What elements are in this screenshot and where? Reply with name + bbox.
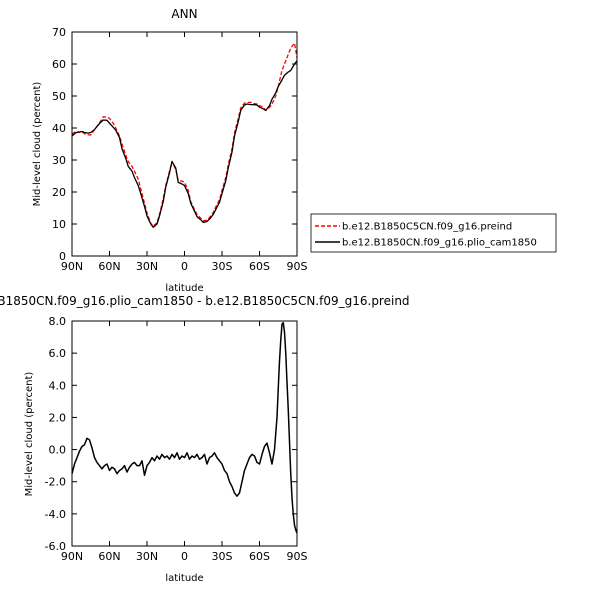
top-y-axis: 0 10 20 30 40 50 60 70 <box>52 26 297 263</box>
bottom-y-axis: -6.0 -4.0 -2.0 0.0 2.0 4.0 6.0 8.0 <box>45 315 297 553</box>
bottom-chart: b.e12.B1850CN.f09_g16.plio_cam1850 - b.e… <box>0 294 410 584</box>
bottom-x-tick-label: 60N <box>98 550 120 563</box>
top-y-tick-label: 70 <box>52 26 66 39</box>
bottom-chart-title: b.e12.B1850CN.f09_g16.plio_cam1850 - b.e… <box>0 294 410 308</box>
top-series-line-1 <box>71 42 298 227</box>
bottom-y-tick-label: 8.0 <box>49 315 67 328</box>
bottom-y-tick-label: 6.0 <box>49 347 67 360</box>
legend: b.e12.B1850C5CN.f09_g16.preind b.e12.B18… <box>310 213 557 253</box>
bottom-x-tick-label: 60S <box>249 550 270 563</box>
top-y-tick-label: 30 <box>52 154 66 167</box>
top-plot-frame <box>71 31 298 257</box>
bottom-lines <box>71 321 298 534</box>
bottom-x-tick-label: 0 <box>181 550 188 563</box>
bottom-y-tick-label: -4.0 <box>45 508 66 521</box>
top-x-tick-label: 60N <box>98 260 120 273</box>
top-y-axis-label: Mid-level cloud (percent) <box>32 82 43 207</box>
top-y-tick-label: 50 <box>52 90 66 103</box>
top-x-tick-label: 90N <box>61 260 83 273</box>
top-y-tick-label: 0 <box>59 250 66 263</box>
bottom-x-tick-label: 30S <box>212 550 233 563</box>
top-series-line-2 <box>71 60 298 228</box>
legend-label-plio: b.e12.B1850CN.f09_g16.plio_cam1850 <box>342 238 537 249</box>
bottom-x-axis-label: latitude <box>165 573 203 584</box>
bottom-y-tick-label: -2.0 <box>45 476 66 489</box>
bottom-x-tick-label: 90S <box>287 550 308 563</box>
legend-box <box>310 213 557 253</box>
bottom-y-tick-label: 4.0 <box>49 379 67 392</box>
bottom-series-line-1 <box>71 321 298 534</box>
top-chart-title: ANN <box>171 7 197 21</box>
top-y-tick-label: 20 <box>52 186 66 199</box>
top-y-tick-label: 40 <box>52 122 66 135</box>
bottom-y-tick-label: 0.0 <box>49 444 67 457</box>
top-x-axis-label: latitude <box>165 283 203 294</box>
bottom-x-axis: 90N 60N 30N 0 30S 60S 90S <box>61 321 308 563</box>
bottom-x-tick-label: 30N <box>136 550 158 563</box>
top-x-tick-label: 30S <box>212 260 233 273</box>
bottom-y-axis-label: Mid-level cloud (percent) <box>24 372 35 497</box>
bottom-y-tick-label: 2.0 <box>49 411 67 424</box>
top-y-tick-label: 60 <box>52 58 66 71</box>
bottom-x-tick-label: 90N <box>61 550 83 563</box>
top-x-tick-label: 90S <box>287 260 308 273</box>
bottom-plot-frame <box>71 320 298 547</box>
bottom-y-tick-label: -6.0 <box>45 540 66 553</box>
legend-label-preind: b.e12.B1850C5CN.f09_g16.preind <box>342 222 512 233</box>
top-x-axis: 90N 60N 30N 0 30S 60S 90S <box>61 32 308 273</box>
top-x-tick-label: 60S <box>249 260 270 273</box>
top-lines <box>71 42 298 228</box>
top-y-tick-label: 10 <box>52 218 66 231</box>
top-x-tick-label: 30N <box>136 260 158 273</box>
top-x-tick-label: 0 <box>181 260 188 273</box>
